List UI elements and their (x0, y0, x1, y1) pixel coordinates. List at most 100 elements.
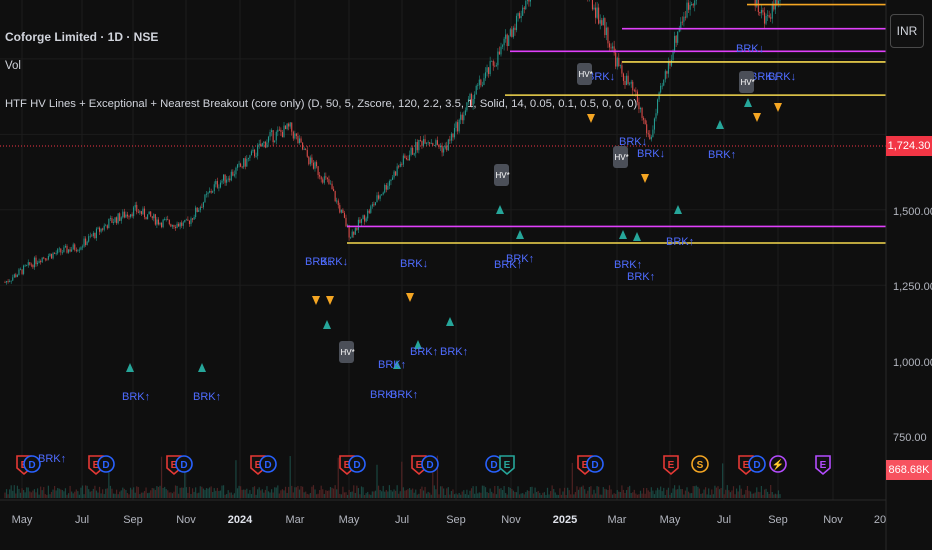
candle-body (359, 219, 361, 223)
candle-body (97, 227, 99, 229)
event-icon[interactable]: E (663, 455, 679, 476)
event-icon-letter: E (171, 460, 178, 471)
x-tick: May (338, 514, 360, 526)
volume-bar (255, 494, 257, 498)
volume-bar (610, 489, 612, 498)
volume-bar (745, 489, 747, 498)
volume-bar (364, 494, 366, 498)
candle-body (16, 274, 18, 277)
event-icon[interactable]: E (815, 455, 831, 476)
volume-bar (584, 489, 586, 498)
volume-bar (410, 489, 412, 498)
volume-bar (247, 493, 249, 498)
candle-body (241, 166, 243, 168)
candle-body (512, 27, 514, 37)
volume-bar (134, 492, 136, 498)
volume-bar (519, 494, 521, 498)
volume-bar (52, 489, 54, 498)
x-tick: 20 (873, 514, 887, 526)
volume-bar (61, 489, 63, 498)
volume-bar (605, 489, 607, 498)
volume-bar (536, 491, 538, 498)
volume-bar (446, 488, 448, 498)
candle-body (162, 219, 164, 228)
x-tick: May (659, 514, 681, 526)
candle-body (278, 129, 280, 131)
event-icon[interactable]: S (691, 455, 709, 473)
volume-bar (686, 487, 688, 498)
volume-bar (80, 487, 82, 498)
breakout-down-marker (587, 114, 595, 123)
candle-body (193, 217, 195, 220)
event-icon[interactable]: D (175, 455, 193, 473)
candle-body (509, 29, 511, 36)
candle-body (441, 145, 443, 153)
volume-bar (560, 494, 563, 498)
currency-button[interactable]: INR (890, 14, 924, 48)
event-icon[interactable]: ⚡ (769, 455, 787, 473)
indicator-legend[interactable]: HTF HV Lines + Exceptional + Nearest Bre… (5, 98, 638, 110)
volume-bar (715, 487, 718, 498)
volume-bar (354, 492, 356, 498)
volume-bar (773, 494, 775, 498)
event-icons[interactable]: EDEDEDEDEDEDDEEDESED⚡E (16, 455, 831, 476)
candle-body (15, 274, 17, 277)
candle-body (641, 108, 643, 118)
candle-body (26, 265, 28, 266)
volume-bar (695, 485, 697, 498)
breakout-label: BRK↓ (619, 136, 647, 148)
breakout-label: BRK↑ (708, 149, 736, 161)
volume-bar (209, 487, 211, 498)
candle-body (202, 202, 204, 208)
candle-body (463, 115, 465, 121)
candle-body (174, 226, 177, 228)
volume-bar (105, 488, 107, 498)
hv-lines (347, 3, 886, 244)
candle-body (334, 191, 336, 202)
volume-bar (523, 494, 525, 498)
volume-bar (694, 486, 696, 498)
volume-bar (481, 485, 483, 498)
event-icon[interactable]: D (348, 455, 366, 473)
candle-body (681, 21, 683, 23)
candle-body (622, 73, 624, 81)
event-icon[interactable]: D (23, 455, 41, 473)
volume-bar (466, 489, 468, 498)
event-icon[interactable]: E (499, 455, 515, 476)
volume-bar (111, 488, 113, 498)
volume-bar (405, 490, 408, 498)
candle-body (475, 85, 477, 95)
candle-body (60, 248, 62, 253)
candle-body (438, 144, 440, 148)
event-icon[interactable]: D (421, 455, 439, 473)
volume-bar (511, 488, 513, 498)
volume-bar (35, 492, 37, 498)
event-icon[interactable]: D (748, 455, 766, 473)
breakout-up-marker (744, 98, 752, 107)
volume-bar (629, 485, 631, 498)
volume-bar (672, 488, 674, 498)
volume-bar (46, 494, 48, 498)
event-icon[interactable]: D (586, 455, 604, 473)
event-icon[interactable]: D (97, 455, 115, 473)
candle-body (157, 219, 159, 225)
volume-bar (345, 492, 347, 498)
volume-bar (109, 485, 111, 498)
candle-body (255, 155, 257, 157)
volume-bar (294, 487, 296, 498)
candle-body (472, 99, 474, 106)
volume-bar (658, 489, 660, 498)
event-icon[interactable]: D (259, 455, 277, 473)
volume-bar (568, 490, 570, 498)
volume-bar (491, 491, 493, 498)
volume-bar (762, 494, 764, 498)
event-icon-letter: D (102, 460, 109, 471)
symbol-title[interactable]: Coforge Limited · 1D · NSE (5, 30, 159, 44)
volume-indicator-label[interactable]: Vol (5, 60, 21, 72)
candle-body (298, 138, 301, 144)
volume-bar (193, 491, 195, 498)
candle-body (243, 158, 245, 168)
volume-bar (329, 486, 332, 498)
volume-bar (238, 485, 240, 498)
